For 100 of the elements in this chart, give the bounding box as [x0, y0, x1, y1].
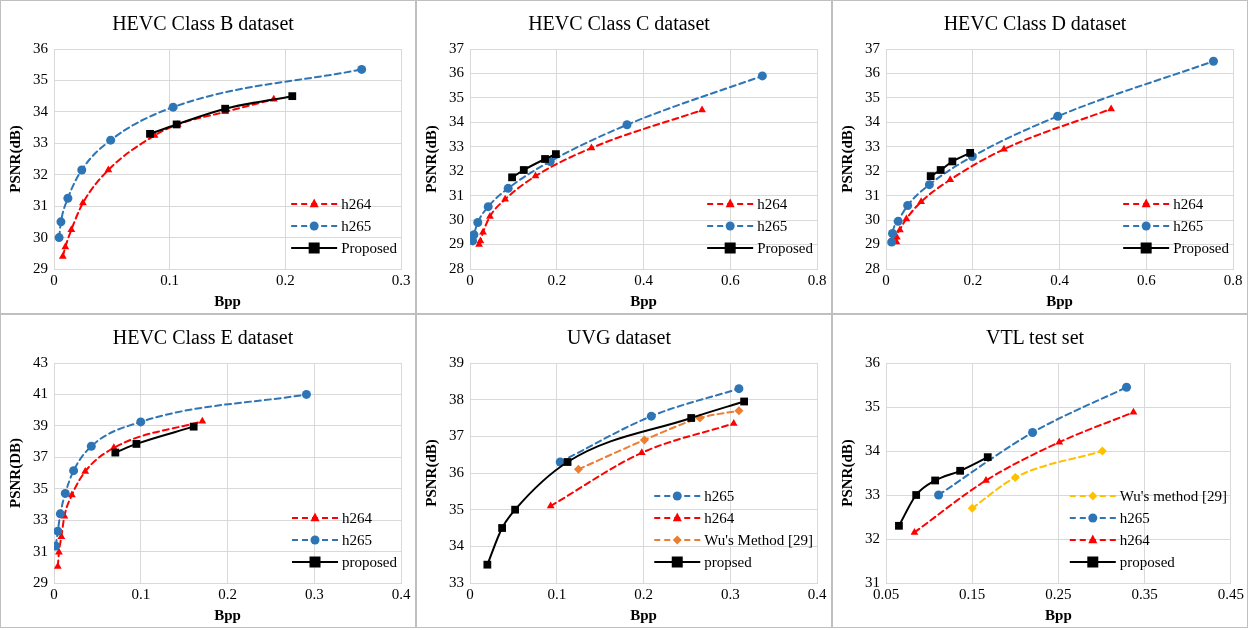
y-axis-title: PSNR(dB)	[422, 439, 440, 507]
y-tick-label: 30	[449, 211, 464, 228]
y-tick-label: 33	[449, 137, 464, 154]
point	[982, 475, 990, 483]
legend-label: h265	[342, 531, 373, 548]
y-tick-label: 37	[33, 448, 49, 465]
y-tick-label: 41	[33, 385, 48, 402]
y-tick-label: 32	[449, 162, 464, 179]
y-tick-label: 34	[865, 113, 881, 130]
y-tick-label: 35	[33, 71, 48, 88]
x-tick-label: 0.2	[275, 271, 295, 288]
y-tick-label: 34	[33, 102, 49, 119]
point	[895, 225, 904, 233]
point	[69, 466, 79, 476]
y-tick-label: 34	[449, 113, 465, 130]
legend-label: Proposed	[341, 239, 398, 256]
point	[622, 120, 632, 130]
y-tick-label: 38	[449, 390, 464, 407]
point	[757, 71, 767, 81]
y-tick-label: 37	[865, 39, 881, 56]
point	[895, 521, 903, 530]
y-tick-label: 32	[865, 162, 880, 179]
y-axis-title: PSNR(dB)	[838, 125, 856, 193]
point	[910, 527, 919, 535]
point	[966, 149, 975, 157]
x-axis-title: Bpp	[214, 606, 241, 623]
point	[936, 166, 945, 174]
point	[508, 173, 516, 182]
y-tick-label: 29	[865, 235, 880, 252]
point	[86, 441, 96, 451]
point	[63, 193, 73, 203]
legend-label: h264	[1173, 195, 1204, 212]
point	[563, 458, 572, 466]
legend-label: Wu's Method [29]	[704, 531, 813, 548]
point	[531, 171, 540, 179]
point	[546, 501, 555, 509]
legend-label: Wu's method [29]	[1119, 487, 1227, 504]
legend-label: h265	[757, 217, 788, 234]
y-tick-label: 33	[33, 134, 48, 151]
y-tick-label: 39	[33, 416, 48, 433]
point	[887, 237, 897, 247]
y-axis-title: PSNR(dB)	[6, 125, 24, 193]
point	[740, 397, 749, 406]
point	[54, 233, 64, 243]
point	[587, 143, 596, 151]
point	[1208, 56, 1218, 66]
x-tick-label: 0.2	[963, 271, 983, 288]
legend-label: proposed	[342, 553, 398, 570]
x-tick-label: 0.25	[1045, 585, 1072, 602]
chart-title: HEVC Class C dataset	[528, 12, 711, 35]
legend-label: proposed	[1119, 553, 1176, 570]
legend-label: h264	[704, 509, 735, 526]
point	[903, 200, 913, 210]
legend-label: h264	[757, 195, 788, 212]
x-tick-label: 0.1	[547, 585, 567, 602]
y-tick-label: 32	[865, 529, 880, 546]
point	[1122, 382, 1132, 392]
chart-title: UVG dataset	[567, 326, 672, 349]
y-tick-label: 36	[449, 64, 465, 81]
y-tick-label: 36	[865, 353, 881, 370]
point	[81, 466, 90, 474]
x-axis-title: Bpp	[630, 606, 657, 623]
legend-label: h265	[704, 487, 735, 504]
x-tick-label: 0	[466, 271, 474, 288]
legend-label: h264	[342, 509, 373, 526]
legend-label: h264	[1119, 531, 1151, 548]
point	[357, 64, 367, 74]
point	[301, 389, 311, 399]
point	[637, 448, 646, 456]
y-tick-label: 35	[449, 88, 464, 105]
x-tick-label: 0.1	[131, 585, 151, 602]
y-tick-label: 43	[33, 353, 48, 370]
chart-title: VTL test set	[985, 326, 1085, 349]
point	[55, 547, 63, 555]
y-tick-label: 37	[449, 39, 465, 56]
point	[503, 183, 513, 193]
point	[189, 422, 198, 431]
legend-label: h265	[1173, 217, 1204, 234]
y-tick-label: 33	[449, 573, 464, 590]
x-tick-label: 0	[882, 271, 890, 288]
point	[104, 165, 113, 173]
x-tick-label: 0.2	[218, 585, 237, 602]
x-axis-title: Bpp	[1045, 606, 1072, 623]
legend-label: h264	[341, 195, 372, 212]
y-tick-label: 31	[33, 542, 48, 559]
point	[476, 236, 485, 244]
x-tick-label: 0.6	[1136, 271, 1157, 288]
point	[541, 155, 549, 163]
y-tick-label: 28	[865, 259, 880, 276]
point	[1010, 472, 1020, 482]
point	[1053, 111, 1063, 121]
y-tick-label: 36	[33, 39, 49, 56]
y-tick-label: 33	[33, 511, 48, 528]
point	[501, 194, 510, 202]
x-tick-label: 0.4	[807, 585, 827, 602]
point	[687, 414, 696, 422]
x-tick-label: 0.8	[1223, 271, 1243, 288]
x-tick-label: 0.3	[304, 585, 324, 602]
y-tick-label: 31	[33, 197, 48, 214]
point	[60, 488, 70, 498]
